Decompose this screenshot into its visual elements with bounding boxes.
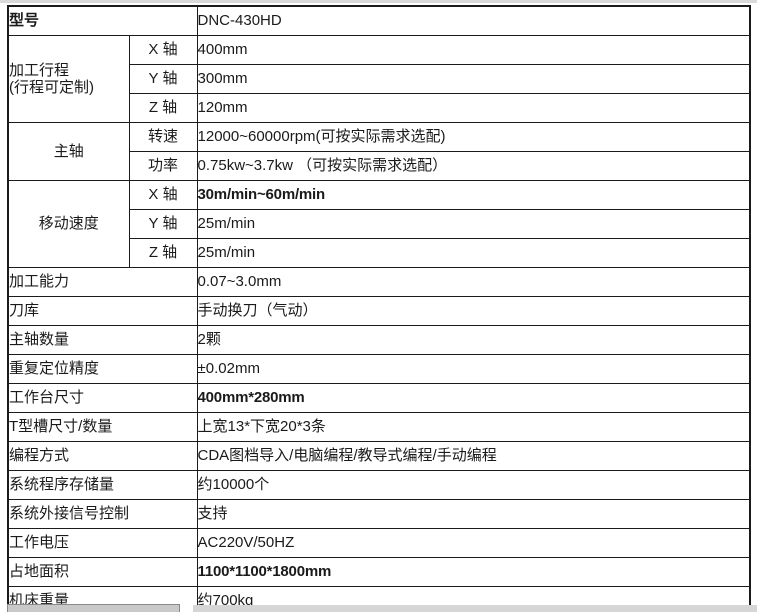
table-row: 主轴数量 2颗 xyxy=(7,325,751,355)
table-row: Y 轴 25m/min xyxy=(8,209,751,239)
spec-value: 0.07~3.0mm xyxy=(196,267,751,297)
axis-label: Z 轴 xyxy=(128,238,198,268)
spec-value: 上宽13*下宽20*3条 xyxy=(196,412,751,442)
table-row: T型槽尺寸/数量 上宽13*下宽20*3条 xyxy=(7,412,751,442)
spec-value: 约10000个 xyxy=(196,470,751,500)
spec-label: T型槽尺寸/数量 xyxy=(7,412,198,442)
spec-value: 12000~60000rpm(可按实际需求选配) xyxy=(196,122,751,152)
spec-value: ±0.02mm xyxy=(196,354,751,384)
spec-value: AC220V/50HZ xyxy=(196,528,751,558)
model-label-cell: 型号 xyxy=(7,5,198,36)
table-row: 系统程序存储量 约10000个 xyxy=(7,470,751,500)
spec-label: 主轴数量 xyxy=(7,325,198,355)
group-label-line: 移动速度 xyxy=(38,215,99,233)
spec-label: 工作电压 xyxy=(7,528,198,558)
table-row: 主轴 转速 12000~60000rpm(可按实际需求选配) xyxy=(7,122,751,181)
table-row: 系统外接信号控制 支持 xyxy=(7,499,751,529)
table-row: 工作电压 AC220V/50HZ xyxy=(7,528,751,558)
group-label-line: (行程可定制) xyxy=(9,79,94,96)
spec-sublabel: 功率 xyxy=(128,151,198,181)
top-divider-strip xyxy=(0,0,757,3)
spec-label: 刀库 xyxy=(7,296,198,326)
spec-value: 400mm xyxy=(196,35,751,65)
group-label-line: 加工行程 xyxy=(9,61,70,79)
spec-value: CDA图档导入/电脑编程/教导式编程/手动编程 xyxy=(196,441,751,471)
model-label: 型号 xyxy=(9,12,40,30)
spec-label: 系统程序存储量 xyxy=(7,470,198,500)
table-row: 移动速度 X 轴 30m/min~60m/min xyxy=(7,180,751,268)
spec-label: 占地面积 xyxy=(7,557,198,587)
model-value: DNC-430HD xyxy=(197,12,282,30)
spec-value: 手动换刀（气动） xyxy=(196,296,751,326)
spec-label: 编程方式 xyxy=(7,441,198,471)
table-row: 编程方式 CDA图档导入/电脑编程/教导式编程/手动编程 xyxy=(7,441,751,471)
model-value-cell: DNC-430HD xyxy=(196,5,751,36)
table-row: 重复定位精度 ±0.02mm xyxy=(7,354,751,384)
group-label-travel: 加工行程 (行程可定制) xyxy=(7,35,130,123)
spec-value: 400mm*280mm xyxy=(196,383,751,413)
partial-next-table-left xyxy=(7,604,180,612)
group-label-spindle: 主轴 xyxy=(7,122,130,181)
axis-label: Y 轴 xyxy=(128,64,198,94)
spec-value: 300mm xyxy=(196,64,751,94)
table-row: 占地面积 1100*1100*1800mm xyxy=(7,557,751,587)
spec-value: 25m/min xyxy=(196,209,751,239)
spec-value: 120mm xyxy=(196,93,751,123)
axis-label: Y 轴 xyxy=(128,209,198,239)
spec-value: 30m/min~60m/min xyxy=(196,180,751,210)
spec-value: 2颗 xyxy=(196,325,751,355)
partial-next-table-right xyxy=(193,605,757,612)
table-row: 工作台尺寸 400mm*280mm xyxy=(7,383,751,413)
spec-value: 1100*1100*1800mm xyxy=(196,557,751,587)
axis-label: Z 轴 xyxy=(128,93,198,123)
spec-label: 工作台尺寸 xyxy=(7,383,198,413)
axis-label: X 轴 xyxy=(128,180,198,210)
spec-label: 系统外接信号控制 xyxy=(7,499,198,529)
group-label-speed: 移动速度 xyxy=(7,180,130,268)
spec-value: 0.75kw~3.7kw （可按实际需求选配） xyxy=(196,151,751,181)
group-label-line: 主轴 xyxy=(53,142,84,160)
table-row: 加工行程 (行程可定制) X 轴 400mm xyxy=(7,35,751,123)
spec-value: 25m/min xyxy=(196,238,751,268)
table-row: Z 轴 120mm xyxy=(8,93,751,123)
table-row: Z 轴 25m/min xyxy=(8,238,751,268)
spec-sublabel: 转速 xyxy=(128,122,198,152)
spec-label: 加工能力 xyxy=(7,267,198,297)
table-header-row: 型号 DNC-430HD xyxy=(7,5,751,36)
axis-label: X 轴 xyxy=(128,35,198,65)
spec-label: 重复定位精度 xyxy=(7,354,198,384)
spec-value: 支持 xyxy=(196,499,751,529)
table-row: 加工能力 0.07~3.0mm xyxy=(7,267,751,297)
table-row: 刀库 手动换刀（气动） xyxy=(7,296,751,326)
table-row: 功率 0.75kw~3.7kw （可按实际需求选配） xyxy=(8,151,751,181)
spec-table: 型号 DNC-430HD 加工行程 (行程可定制) X 轴 400mm Y 轴 … xyxy=(7,5,752,612)
